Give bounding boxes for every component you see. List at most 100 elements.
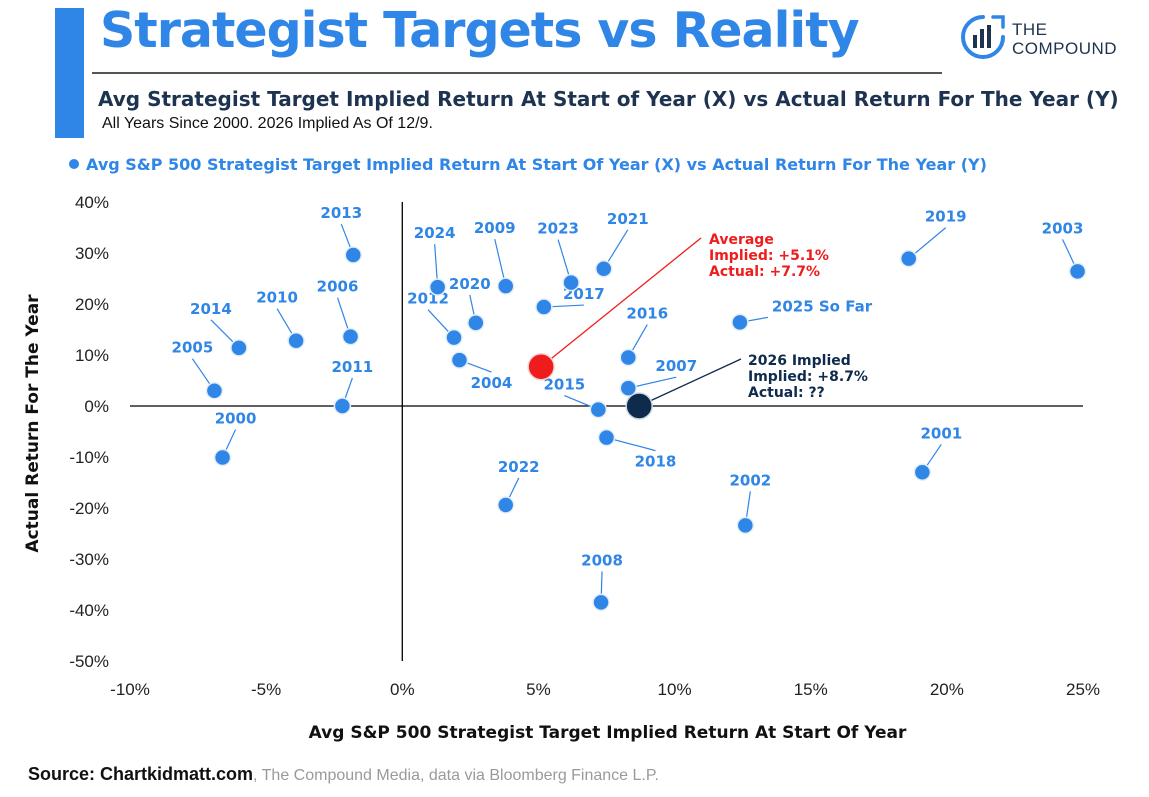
point-label: 2006 [317,278,359,296]
point-label: 2003 [1042,219,1084,237]
point-label: 2025 So Far [772,297,873,315]
point-label: 2020 [449,275,491,293]
point-label: 2013 [320,204,362,222]
y-tick-label: 30% [75,244,109,263]
compound-logo: THE COMPOUND [960,14,1140,64]
average-annotation-line: Actual: +7.7% [709,264,820,280]
x-tick-label: 20% [930,680,964,699]
scatter-point [592,593,610,612]
y-tick-label: -50% [69,652,109,671]
implied-2026-leader-line [638,358,742,407]
scatter-point [1068,262,1087,281]
y-axis-title: Actual Return For The Year [23,294,43,553]
logo-line-1: THE [1012,20,1048,39]
scatter-point [287,331,305,350]
x-tick-label: 0% [390,680,415,699]
scatter-point [597,428,616,447]
scatter-point [497,277,515,295]
chart-note: All Years Since 2000. 2026 Implied As Of… [102,115,433,132]
scatter-point [731,313,749,332]
x-axis-title: Avg S&P 500 Strategist Target Implied Re… [309,723,907,743]
chart-subtitle: Avg Strategist Target Implied Return At … [98,87,1119,111]
scatter-point [497,496,515,514]
y-tick-label: 10% [75,346,109,365]
scatter-point [736,516,755,535]
average-leader-line [540,237,702,368]
y-tick-label: 0% [84,397,109,416]
point-label: 2010 [256,289,298,307]
scatter-point [913,463,932,482]
scatter-point [428,278,447,296]
average-annotation-line: Average [709,232,774,248]
scatter-point [230,339,248,357]
scatter-point [213,448,232,467]
scatter-point [445,328,463,347]
point-label: 2004 [471,374,513,392]
scatter-point [344,246,363,264]
scatter-point [205,381,224,400]
chart-axes [130,202,1083,661]
average-point [527,352,555,381]
x-tick-label: 15% [794,680,828,699]
scatter-point [589,400,608,419]
point-label: 2023 [537,220,579,238]
y-tick-label: -30% [69,550,109,569]
logo-line-2: COMPOUND [1012,39,1118,58]
scatter-point [899,249,918,268]
page-title: Strategist Targets vs Reality [100,2,860,59]
x-tick-label: -10% [110,680,150,699]
point-label: 2014 [190,300,232,318]
y-tick-label: 40% [75,193,109,212]
implied-2026-point [625,392,653,420]
bar-chart-circle-icon [961,15,1005,59]
implied-2026-annotation-line: Implied: +8.7% [748,369,868,385]
point-label: 2015 [543,376,585,394]
scatter-point [595,260,613,278]
point-label: 2009 [474,219,516,237]
x-tick-label: 5% [526,680,551,699]
y-tick-label: -40% [69,601,109,620]
source-bold: Source: Chartkidmatt.com [28,764,254,784]
title-divider [92,72,942,74]
point-label: 2011 [332,358,374,376]
source-line: Source: Chartkidmatt.com, The Compound M… [28,764,659,785]
point-label: 2018 [635,453,677,471]
scatter-point [535,298,553,316]
scatter-point [619,379,638,397]
legend-label: Avg S&P 500 Strategist Target Implied Re… [86,155,987,174]
y-tick-label: -10% [69,448,109,467]
scatter-point [341,327,360,346]
scatter-point [333,397,352,415]
x-tick-label: 10% [658,680,692,699]
average-annotation-line: Implied: +5.1% [709,248,829,264]
scatter-point [450,351,469,369]
implied-2026-annotation-line: Actual: ?? [748,385,825,401]
point-label: 2019 [925,208,967,226]
x-tick-label: -5% [251,680,281,699]
y-tick-label: 20% [75,295,109,314]
scatter-point [619,348,638,367]
point-label: 2016 [626,305,668,323]
accent-bar [55,8,84,138]
point-label: 2001 [920,424,962,442]
point-label: 2022 [498,458,540,476]
source-rest: , The Compound Media, data via Bloomberg… [253,767,659,784]
legend-marker [69,159,79,169]
data-points: 2000 2001 2002 2003 2004 2005 2006 2007 2008 2009… [172,204,1087,612]
point-label: 2024 [414,224,456,242]
point-label: 2007 [655,357,697,375]
scatter-point [562,273,580,292]
implied-2026-annotation-line: 2026 Implied [748,353,851,369]
point-label: 2008 [581,551,623,569]
point-label: 2000 [215,410,257,428]
y-tick-label: -20% [69,499,109,518]
chart-ticks: -10% -5% 0% 5% 10% 15% 20% 25% 40% 30% 20% 10% 0% -10… [69,193,1100,699]
chart-legend: Avg S&P 500 Strategist Target Implied Re… [69,155,987,174]
point-label: 2021 [607,210,649,228]
logo-text: THE COMPOUND [1012,20,1117,58]
point-label: 2005 [172,339,214,357]
x-tick-label: 25% [1066,680,1100,699]
point-label: 2002 [729,471,771,489]
